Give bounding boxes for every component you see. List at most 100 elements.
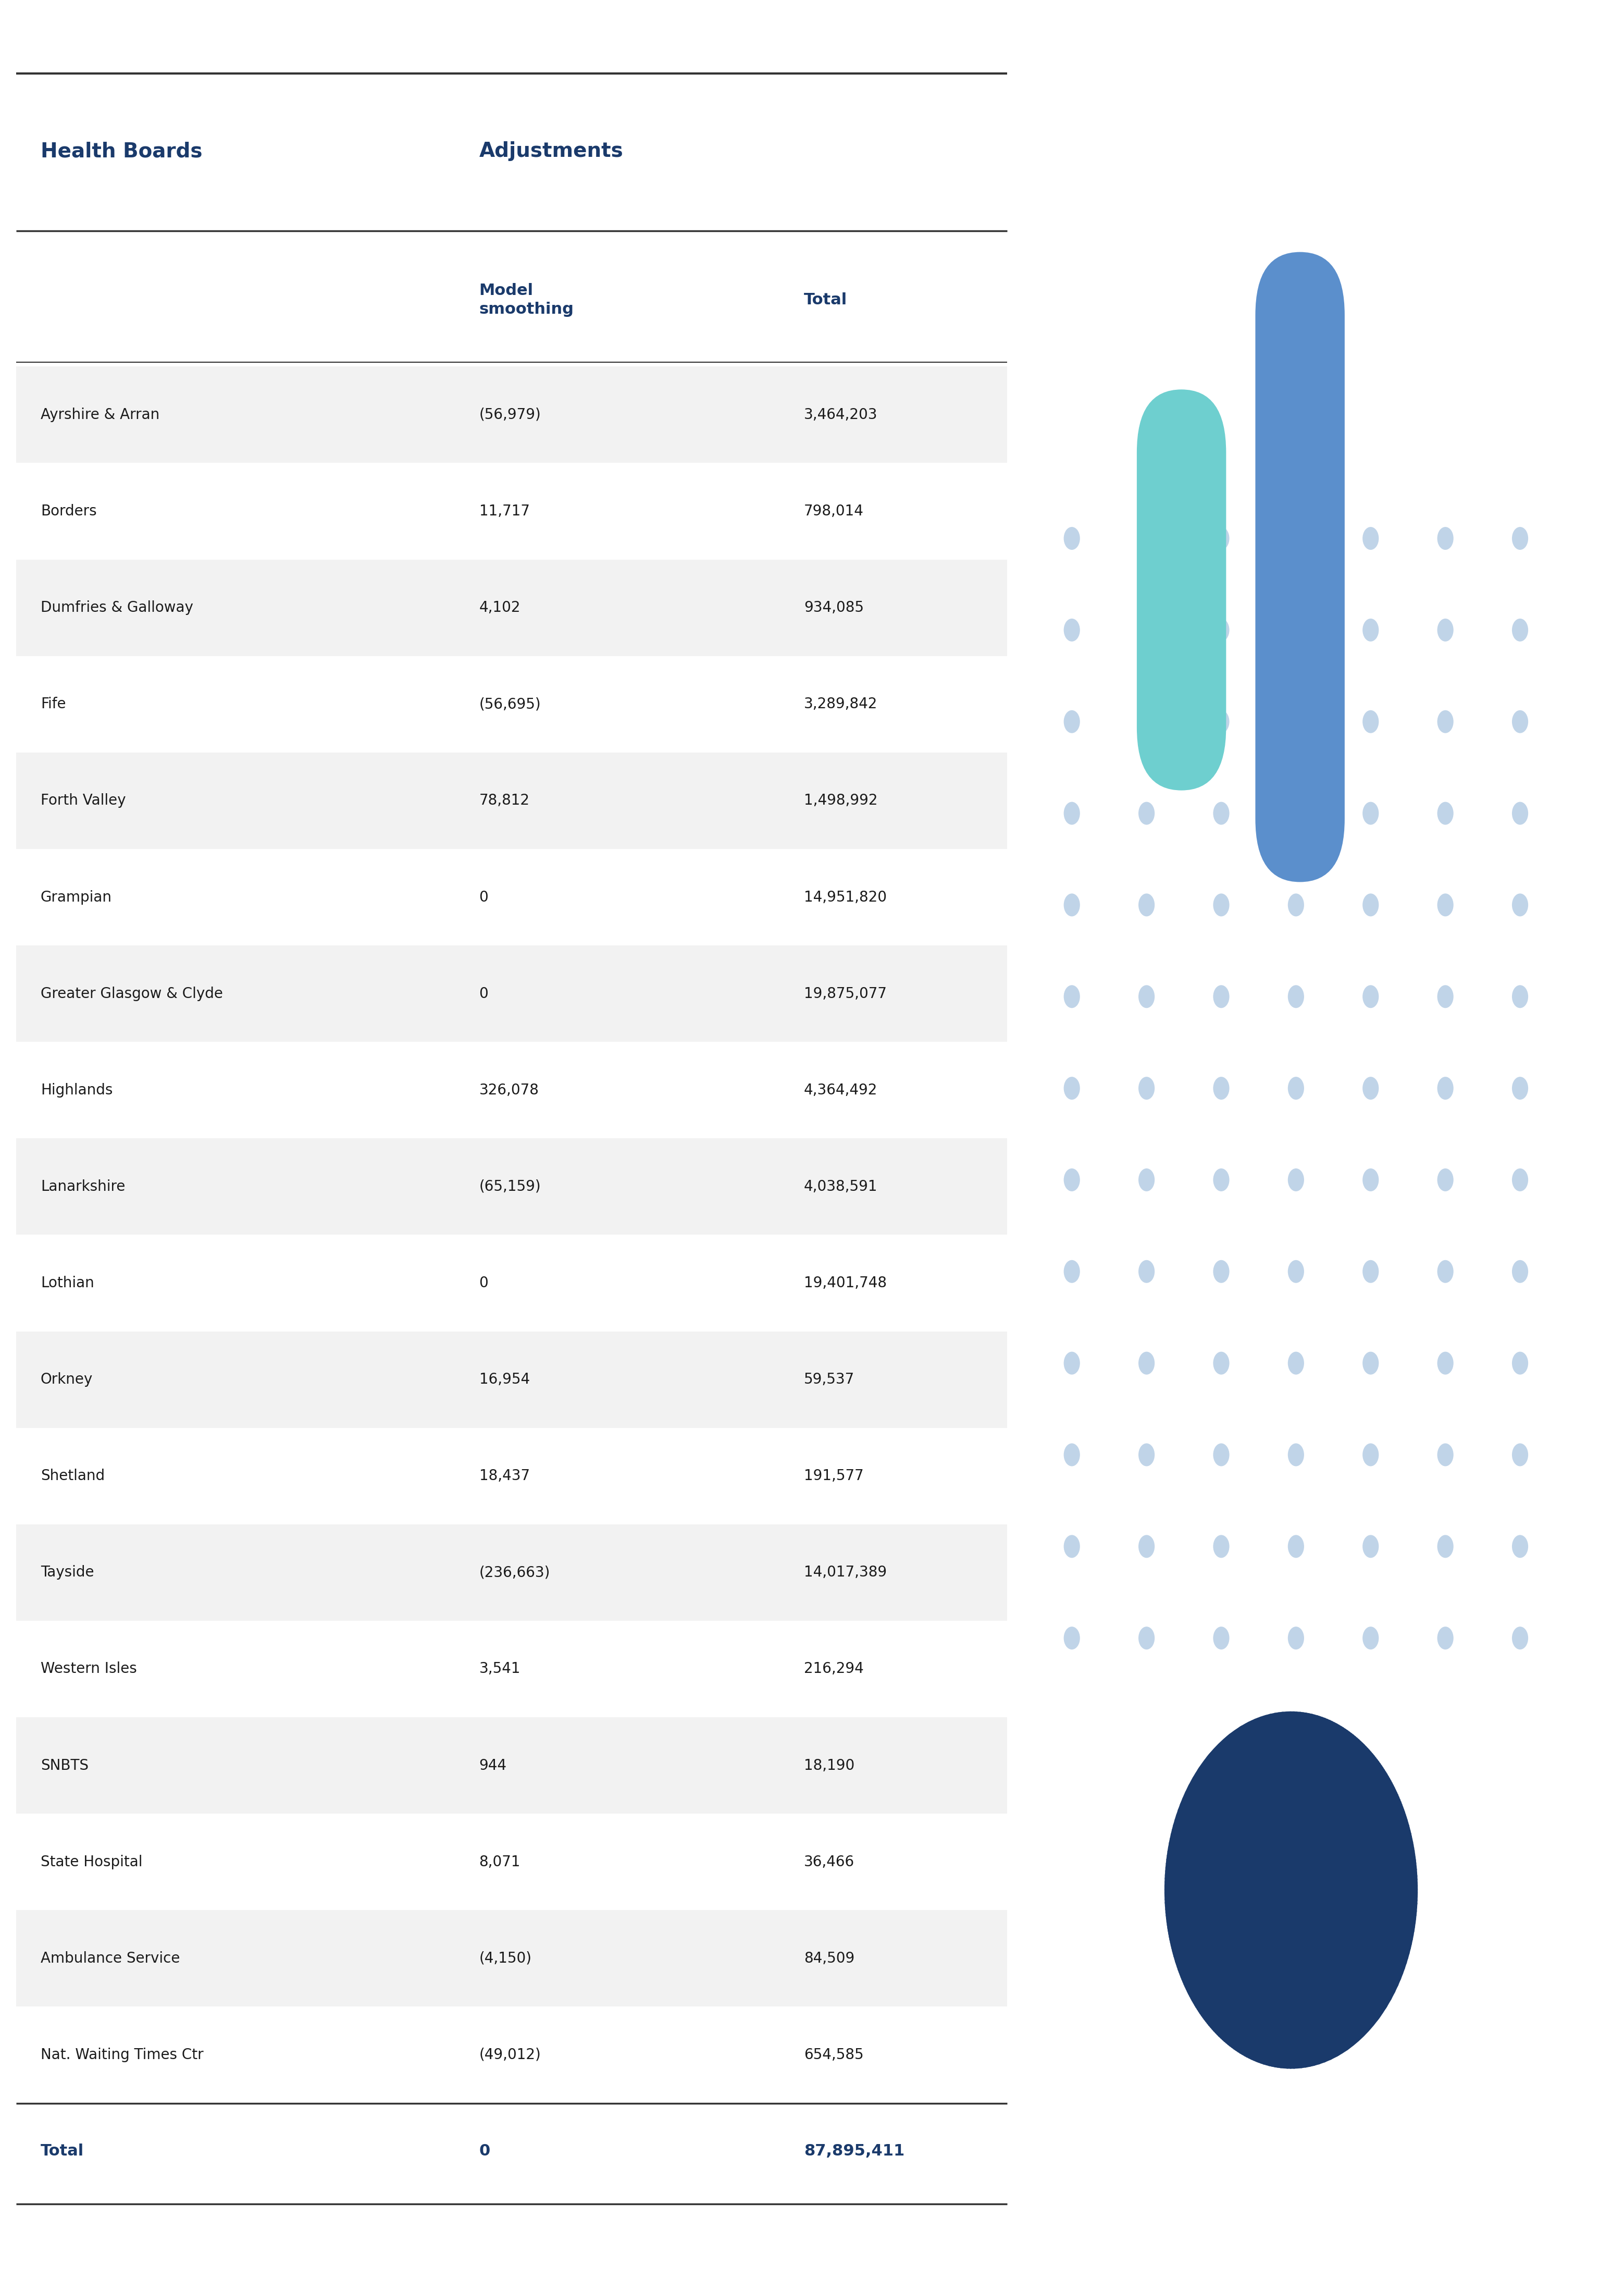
Circle shape	[1512, 619, 1528, 641]
Circle shape	[1138, 893, 1155, 916]
Circle shape	[1064, 1443, 1080, 1466]
Circle shape	[1437, 802, 1453, 825]
Text: (65,159): (65,159)	[479, 1180, 541, 1194]
Circle shape	[1138, 985, 1155, 1008]
Bar	[16, 1331, 1007, 1427]
Circle shape	[1213, 1627, 1229, 1650]
Text: Borders: Borders	[41, 504, 97, 518]
Circle shape	[1288, 1352, 1304, 1375]
Circle shape	[1064, 1260, 1080, 1283]
Text: 19,401,748: 19,401,748	[804, 1276, 887, 1290]
Text: Forth Valley: Forth Valley	[41, 793, 125, 809]
Circle shape	[1363, 1352, 1379, 1375]
Circle shape	[1064, 893, 1080, 916]
Circle shape	[1213, 1260, 1229, 1283]
Text: 0: 0	[479, 889, 489, 905]
Text: 36,466: 36,466	[804, 1856, 854, 1869]
Bar	[16, 1620, 1007, 1718]
Text: 0: 0	[479, 2144, 490, 2158]
Circle shape	[1437, 1352, 1453, 1375]
Text: 84,509: 84,509	[804, 1952, 854, 1966]
Bar	[16, 559, 1007, 655]
Circle shape	[1138, 619, 1155, 641]
Circle shape	[1437, 1168, 1453, 1191]
Circle shape	[1512, 1443, 1528, 1466]
Circle shape	[1213, 619, 1229, 641]
Bar	[16, 1235, 1007, 1331]
Circle shape	[1437, 985, 1453, 1008]
Circle shape	[1213, 527, 1229, 550]
Bar	[16, 850, 1007, 946]
Text: (236,663): (236,663)	[479, 1565, 551, 1581]
Circle shape	[1213, 985, 1229, 1008]
Text: 8,071: 8,071	[479, 1856, 521, 1869]
Bar	[16, 1911, 1007, 2007]
Circle shape	[1512, 985, 1528, 1008]
Text: 798,014: 798,014	[804, 504, 864, 518]
Circle shape	[1363, 619, 1379, 641]
Text: 18,190: 18,190	[804, 1757, 854, 1773]
Circle shape	[1363, 893, 1379, 916]
Circle shape	[1437, 1535, 1453, 1558]
Bar	[16, 463, 1007, 559]
Circle shape	[1064, 1168, 1080, 1191]
Text: Highlands: Highlands	[41, 1084, 112, 1097]
Text: Ambulance Service: Ambulance Service	[41, 1952, 180, 1966]
Text: (4,150): (4,150)	[479, 1952, 531, 1966]
Text: Shetland: Shetland	[41, 1469, 106, 1482]
Circle shape	[1512, 1535, 1528, 1558]
Text: Health Boards: Health Boards	[41, 142, 203, 160]
Text: Nat. Waiting Times Ctr: Nat. Waiting Times Ctr	[41, 2048, 203, 2062]
Text: (56,695): (56,695)	[479, 696, 541, 713]
Text: Tayside: Tayside	[41, 1565, 94, 1581]
Text: Orkney: Orkney	[41, 1372, 93, 1386]
Text: 4,038,591: 4,038,591	[804, 1180, 877, 1194]
Circle shape	[1288, 619, 1304, 641]
Circle shape	[1437, 1443, 1453, 1466]
Circle shape	[1512, 893, 1528, 916]
Text: Model
smoothing: Model smoothing	[479, 284, 573, 316]
Circle shape	[1138, 1443, 1155, 1466]
Circle shape	[1288, 802, 1304, 825]
Circle shape	[1064, 619, 1080, 641]
Circle shape	[1288, 1535, 1304, 1558]
Text: Adjustments: Adjustments	[479, 142, 624, 160]
FancyBboxPatch shape	[1255, 252, 1345, 882]
Circle shape	[1288, 893, 1304, 916]
Circle shape	[1213, 1443, 1229, 1466]
Circle shape	[1064, 1535, 1080, 1558]
Text: Ayrshire & Arran: Ayrshire & Arran	[41, 408, 159, 422]
Circle shape	[1363, 1260, 1379, 1283]
Circle shape	[1138, 710, 1155, 733]
Circle shape	[1064, 527, 1080, 550]
Text: 11,717: 11,717	[479, 504, 529, 518]
Circle shape	[1512, 1077, 1528, 1100]
Text: 216,294: 216,294	[804, 1661, 864, 1677]
Bar	[16, 655, 1007, 751]
Circle shape	[1064, 802, 1080, 825]
Text: 4,102: 4,102	[479, 600, 521, 614]
Text: (56,979): (56,979)	[479, 408, 541, 422]
Circle shape	[1064, 1352, 1080, 1375]
Text: (49,012): (49,012)	[479, 2048, 541, 2062]
Text: 326,078: 326,078	[479, 1084, 539, 1097]
FancyBboxPatch shape	[1137, 389, 1226, 790]
Circle shape	[1138, 1077, 1155, 1100]
Circle shape	[1363, 527, 1379, 550]
Circle shape	[1288, 985, 1304, 1008]
Circle shape	[1437, 527, 1453, 550]
Circle shape	[1437, 1627, 1453, 1650]
Circle shape	[1288, 1627, 1304, 1650]
Circle shape	[1437, 1260, 1453, 1283]
Circle shape	[1363, 1627, 1379, 1650]
Text: Greater Glasgow & Clyde: Greater Glasgow & Clyde	[41, 987, 222, 1001]
Text: 16,954: 16,954	[479, 1372, 529, 1386]
Circle shape	[1213, 710, 1229, 733]
Circle shape	[1288, 1443, 1304, 1466]
Text: 14,017,389: 14,017,389	[804, 1565, 887, 1581]
Bar	[16, 1814, 1007, 1911]
Text: SNBTS: SNBTS	[41, 1757, 89, 1773]
Circle shape	[1363, 1443, 1379, 1466]
Circle shape	[1213, 1352, 1229, 1375]
Bar	[16, 1427, 1007, 1524]
